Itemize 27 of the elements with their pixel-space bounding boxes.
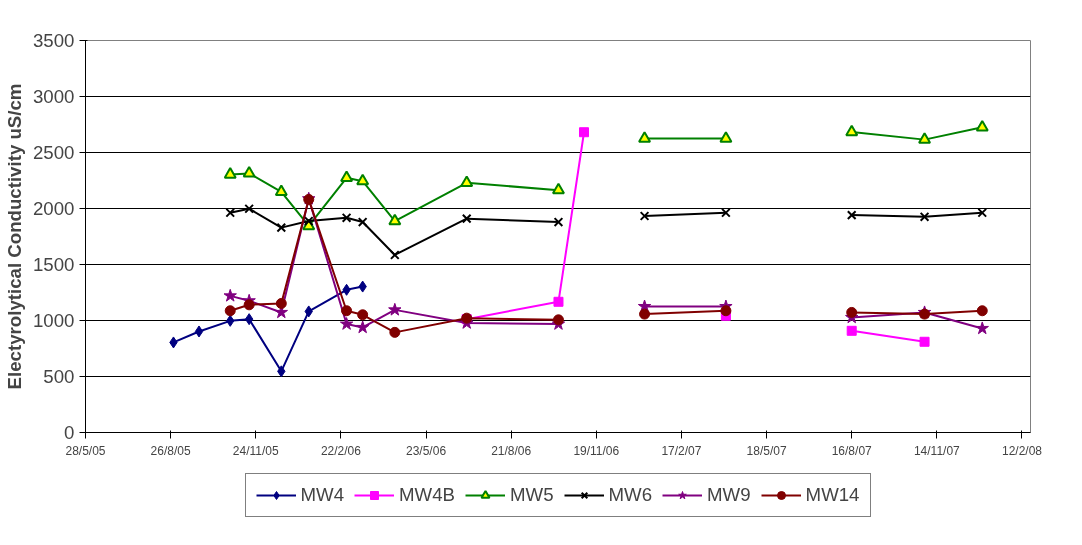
x-tick-label: 12/2/08 xyxy=(1001,443,1043,458)
y-tick-label: 3000 xyxy=(33,86,75,107)
x-tick-label: 17/2/07 xyxy=(661,443,702,458)
y-tick-label: 2500 xyxy=(33,142,75,163)
legend-label: MW4 xyxy=(300,484,345,506)
x-tick-label: 24/11/05 xyxy=(232,443,280,458)
x-tick-label: 19/11/06 xyxy=(573,443,620,458)
x-tick-label: 21/8/06 xyxy=(491,443,532,458)
y-tick-label: 500 xyxy=(43,366,75,387)
legend-label: MW9 xyxy=(707,484,751,506)
x-tick-label: 23/5/06 xyxy=(406,443,447,458)
y-tick-label: 1000 xyxy=(33,310,75,331)
x-tick-label: 26/8/05 xyxy=(150,443,191,458)
legend-label: MW14 xyxy=(805,484,860,506)
y-tick-label: 3500 xyxy=(33,30,75,51)
y-tick-label: 0 xyxy=(64,422,75,443)
x-tick-label: 14/11/07 xyxy=(913,443,961,458)
legend-label: MW5 xyxy=(510,484,554,506)
x-tick-label: 16/8/07 xyxy=(831,443,873,458)
y-axis-title: Electyrolytical Conductivity uS/cm xyxy=(4,83,25,390)
x-tick-label: 18/5/07 xyxy=(746,443,787,458)
legend-label: MW4B xyxy=(399,484,455,506)
x-tick-label: 28/5/05 xyxy=(65,443,106,458)
y-tick-label: 1500 xyxy=(33,254,75,275)
legend-label: MW6 xyxy=(608,484,653,506)
y-tick-label: 2000 xyxy=(33,198,75,219)
x-tick-label: 22/2/06 xyxy=(320,443,362,458)
